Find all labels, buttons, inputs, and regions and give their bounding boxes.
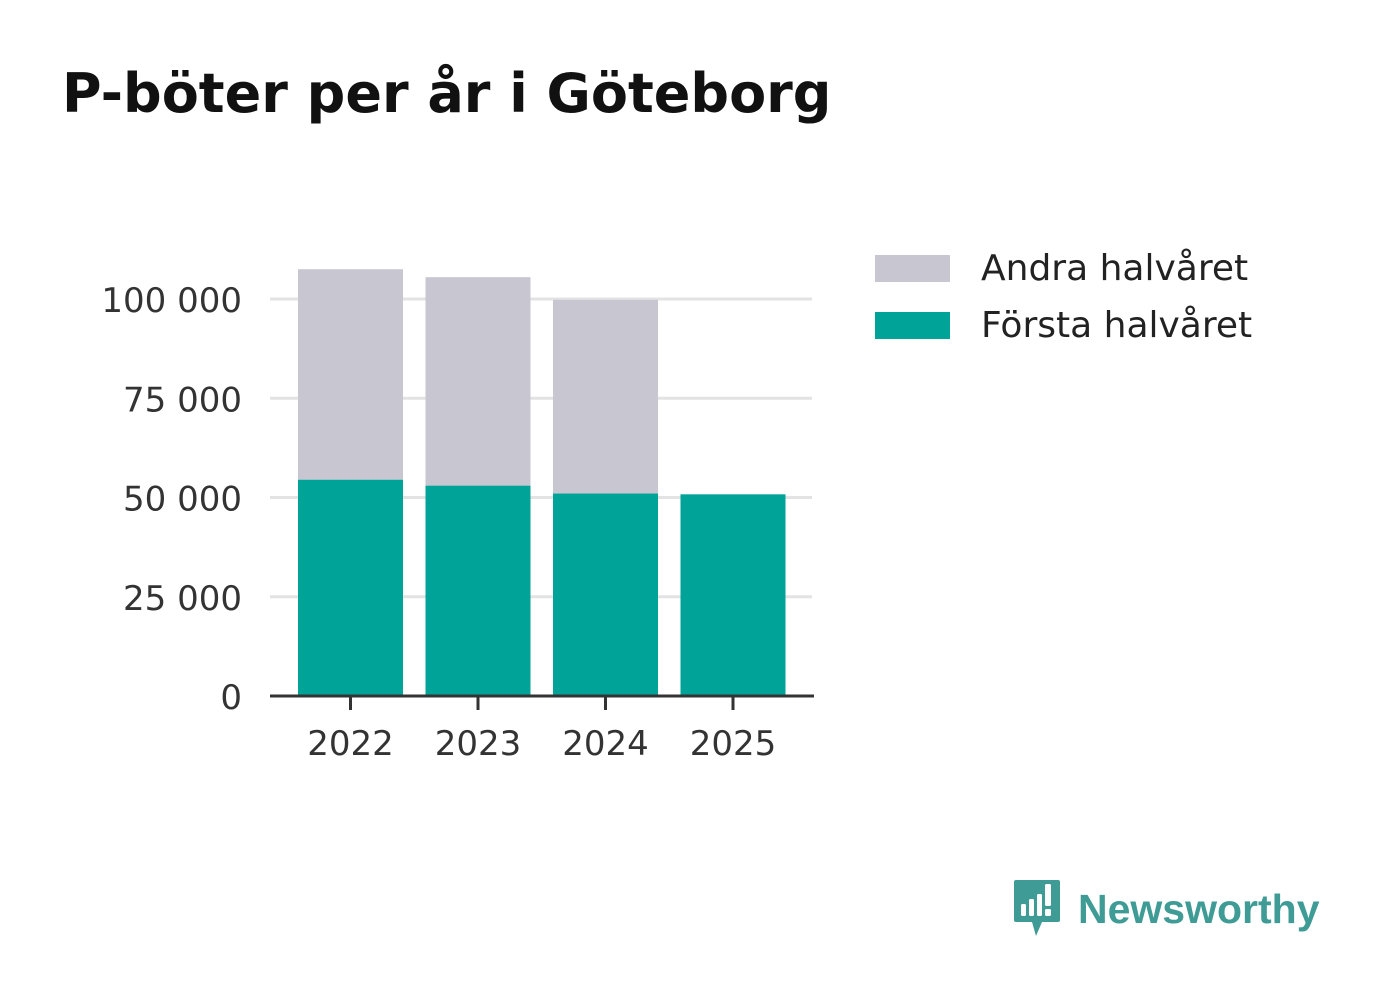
y-tick-label-25000: 25 000 <box>123 579 242 619</box>
bars <box>298 269 786 696</box>
y-tick-label-0: 0 <box>220 678 242 718</box>
legend-label-andra-halvaret: Andra halvåret <box>981 248 1249 289</box>
x-tick-label-2025: 2025 <box>690 724 777 764</box>
bar-2024-forsta-halvaret <box>553 493 658 696</box>
bar-2022-andra-halvaret <box>298 269 403 480</box>
x-tick-label-2022: 2022 <box>307 724 394 764</box>
legend-swatch-andra-halvaret <box>875 255 950 282</box>
x-tick-label-2023: 2023 <box>435 724 522 764</box>
bar-2024-andra-halvaret <box>553 299 658 494</box>
bar-2022-forsta-halvaret <box>298 479 403 696</box>
brand-name: Newsworthy <box>1078 885 1320 932</box>
legend-item-andra-halvaret: Andra halvåret <box>875 240 1252 297</box>
newsworthy-logo-icon <box>1014 880 1060 936</box>
y-tick-label-75000: 75 000 <box>123 380 242 420</box>
legend: Andra halvåret Första halvåret <box>875 240 1252 354</box>
chart-title: P-böter per år i Göteborg <box>62 62 832 125</box>
y-tick-label-50000: 50 000 <box>123 480 242 520</box>
legend-swatch-forsta-halvaret <box>875 312 950 339</box>
bar-2025-forsta-halvaret <box>680 494 786 696</box>
x-tick-label-2024: 2024 <box>562 724 649 764</box>
newsworthy-brand: Newsworthy <box>1012 878 1320 940</box>
axes: 0 25 000 50 000 75 000 100 000 2022 2023 2024 20… <box>101 281 814 764</box>
bar-2023-andra-halvaret <box>425 277 531 486</box>
y-tick-label-100000: 100 000 <box>101 281 242 321</box>
legend-label-forsta-halvaret: Första halvåret <box>981 305 1253 346</box>
legend-item-forsta-halvaret: Första halvåret <box>875 297 1252 354</box>
bar-2023-forsta-halvaret <box>425 485 531 696</box>
